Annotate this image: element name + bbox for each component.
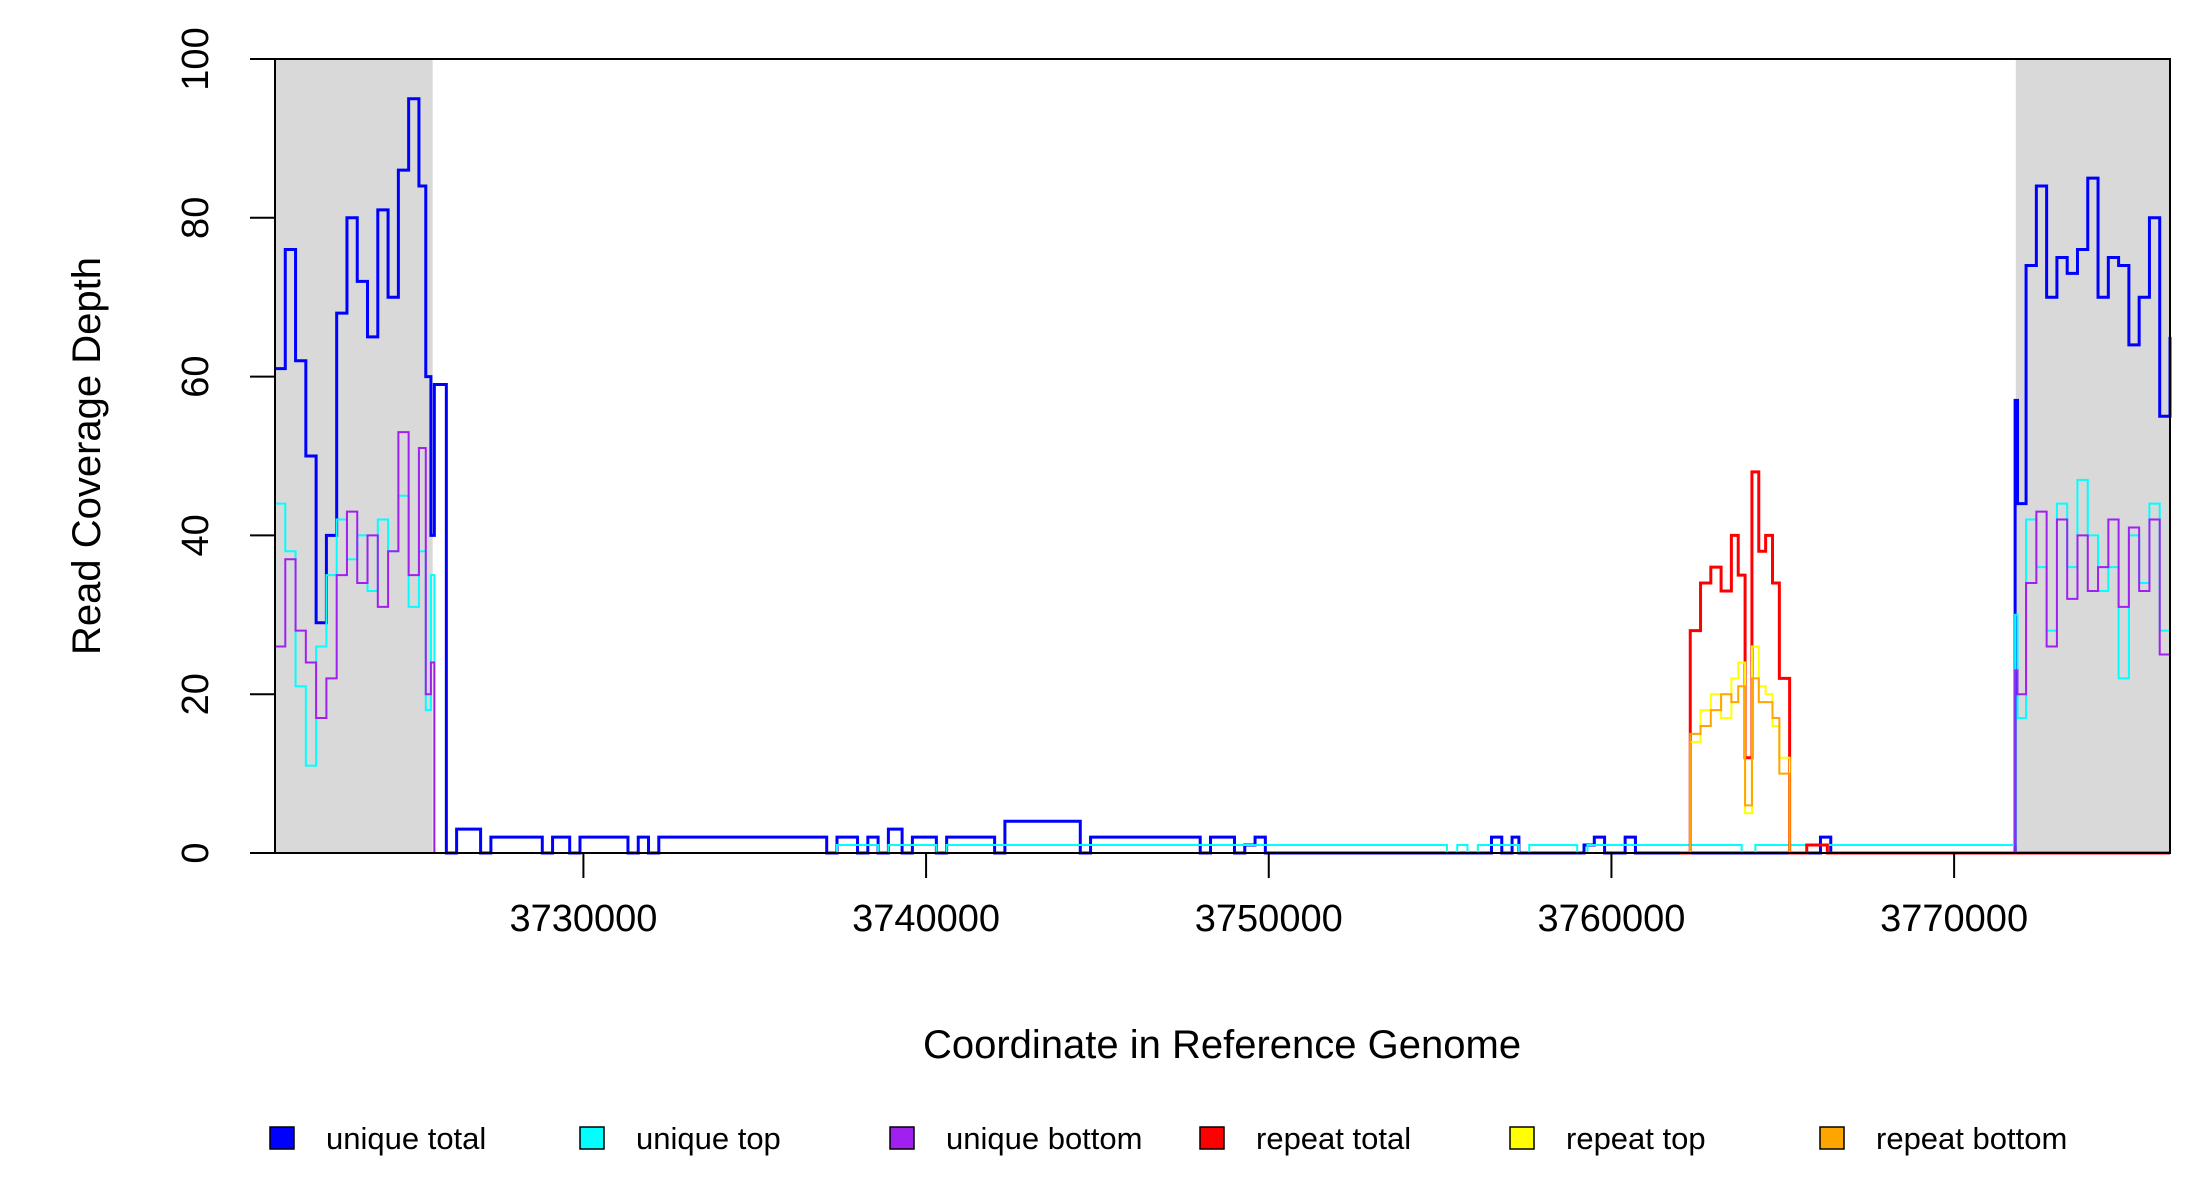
legend-swatch xyxy=(1509,1126,1535,1150)
y-tick-label: 0 xyxy=(175,842,217,863)
y-tick-label: 40 xyxy=(175,514,217,556)
x-tick-label: 3760000 xyxy=(1537,898,1685,940)
y-axis-title: Read Coverage Depth xyxy=(65,257,109,655)
y-tick-label: 80 xyxy=(175,197,217,239)
series-line-repeat-bottom xyxy=(1679,677,2170,854)
x-tick-label: 3750000 xyxy=(1195,898,1343,940)
shaded-region-2 xyxy=(2015,59,2170,853)
legend-swatch xyxy=(579,1126,605,1150)
legend-label: repeat total xyxy=(1256,1121,1411,1156)
x-tick-label: 3770000 xyxy=(1880,898,2028,940)
x-axis: 3730000 3740000 3750000 3760000 3770000 xyxy=(509,853,2028,940)
legend-label: unique total xyxy=(326,1121,486,1156)
legend-swatch xyxy=(889,1126,915,1150)
series-line-unique-total xyxy=(275,97,2172,855)
y-tick-label: 20 xyxy=(175,673,217,715)
plot-frame xyxy=(274,58,2171,854)
x-axis-title: Coordinate in Reference Genome xyxy=(923,1023,1521,1067)
legend-label: repeat top xyxy=(1566,1121,1706,1156)
legend-swatch xyxy=(269,1126,295,1150)
series-line-unique-top xyxy=(275,478,2171,854)
y-tick-label: 60 xyxy=(175,355,217,397)
legend-label: repeat bottom xyxy=(1876,1121,2067,1156)
legend-label: unique top xyxy=(636,1121,781,1156)
series-line-unique-bottom xyxy=(275,431,2171,854)
shaded-region-1 xyxy=(275,59,433,853)
y-axis: 0 20 40 60 80 100 xyxy=(175,27,275,864)
legend-swatch xyxy=(1199,1126,1225,1150)
legend: unique total unique top unique bottom repea… xyxy=(269,1121,2067,1156)
x-tick-label: 3740000 xyxy=(852,898,1000,940)
x-tick-label: 3730000 xyxy=(509,898,657,940)
legend-swatch xyxy=(1819,1126,1845,1150)
y-tick-label: 100 xyxy=(175,27,217,90)
shaded-regions xyxy=(275,59,2170,853)
series-lines xyxy=(275,97,2172,855)
legend-label: unique bottom xyxy=(946,1121,1142,1156)
